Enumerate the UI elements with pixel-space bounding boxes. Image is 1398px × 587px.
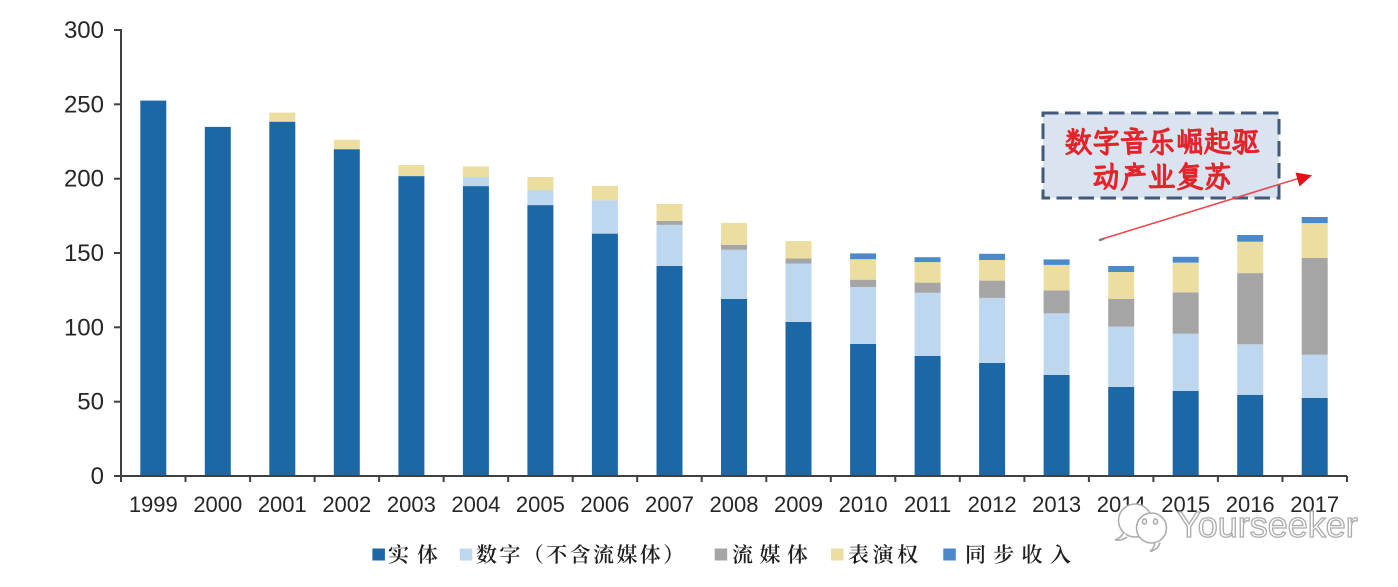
svg-text:2000: 2000 xyxy=(193,492,242,517)
svg-text:2013: 2013 xyxy=(1032,492,1081,517)
svg-text:200: 200 xyxy=(64,166,104,193)
svg-text:2004: 2004 xyxy=(451,492,500,517)
svg-text:1999: 1999 xyxy=(129,492,178,517)
svg-text:150: 150 xyxy=(64,240,104,267)
svg-text:2009: 2009 xyxy=(774,492,823,517)
svg-text:2006: 2006 xyxy=(580,492,629,517)
svg-text:2008: 2008 xyxy=(710,492,759,517)
svg-text:2011: 2011 xyxy=(904,492,951,517)
svg-text:0: 0 xyxy=(91,463,104,490)
svg-text:2010: 2010 xyxy=(839,492,888,517)
svg-text:300: 300 xyxy=(64,17,104,44)
svg-text:2012: 2012 xyxy=(968,492,1017,517)
svg-text:2003: 2003 xyxy=(387,492,436,517)
svg-text:2002: 2002 xyxy=(322,492,371,517)
svg-text:2016: 2016 xyxy=(1226,492,1275,517)
svg-text:Yourseeker: Yourseeker xyxy=(1177,504,1358,545)
svg-text:2015: 2015 xyxy=(1161,492,1210,517)
svg-text:250: 250 xyxy=(64,91,104,118)
svg-text:2007: 2007 xyxy=(645,492,694,517)
svg-text:2001: 2001 xyxy=(258,492,307,517)
svg-text:2017: 2017 xyxy=(1290,492,1339,517)
svg-text:100: 100 xyxy=(64,314,104,341)
svg-text:50: 50 xyxy=(77,389,104,416)
svg-text:2005: 2005 xyxy=(516,492,565,517)
